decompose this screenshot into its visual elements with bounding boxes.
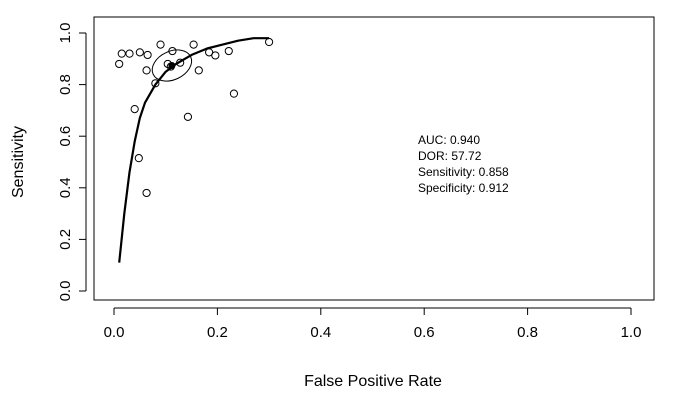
y-tick-label: 1.0: [57, 23, 74, 44]
y-axis: 0.0 0.2 0.4 0.6 0.8 1.0: [57, 23, 87, 302]
study-point: [151, 79, 160, 88]
study-point: [265, 37, 274, 47]
study-point: [135, 48, 144, 57]
x-tick-label: 1.0: [621, 324, 642, 341]
study-point: [189, 40, 198, 49]
sroc-curve-group: [118, 37, 270, 263]
study-point: [168, 46, 177, 56]
x-tick-label: 0.6: [414, 324, 435, 341]
study-point: [125, 49, 134, 58]
y-tick-label: 0.0: [57, 281, 74, 302]
study-point: [117, 49, 126, 58]
study-point: [134, 154, 143, 163]
study-points-group: [115, 37, 274, 198]
study-point: [166, 62, 175, 71]
study-point: [156, 40, 165, 49]
y-tick-label: 0.8: [57, 74, 74, 95]
sroc-curve: [118, 37, 270, 263]
study-point: [224, 46, 233, 56]
study-point: [176, 58, 185, 67]
study-point: [130, 105, 139, 114]
annotation-line: DOR: 57.72: [418, 149, 482, 163]
study-point: [229, 89, 239, 98]
y-axis-label: Sensitivity: [10, 126, 27, 198]
y-tick-label: 0.6: [57, 126, 74, 147]
annotation-line: Specificity: 0.912: [418, 181, 509, 195]
y-tick-label: 0.4: [57, 177, 74, 198]
study-point: [143, 50, 152, 60]
x-tick-label: 0.2: [207, 324, 228, 341]
study-point: [115, 59, 124, 69]
x-tick-label: 0.4: [310, 324, 331, 341]
annotation-line: Sensitivity: 0.858: [418, 165, 509, 179]
study-point: [211, 51, 220, 60]
study-point: [142, 188, 151, 198]
annotation-line: AUC: 0.940: [418, 133, 480, 147]
plot-frame: [93, 16, 655, 301]
confidence-ellipse: [151, 49, 193, 82]
study-point: [142, 66, 151, 75]
x-tick-label: 0.8: [517, 324, 538, 341]
x-axis: 0.0 0.2 0.4 0.6 0.8 1.0: [104, 307, 642, 341]
x-tick-label: 0.0: [104, 324, 125, 341]
y-tick-label: 0.2: [57, 229, 74, 250]
confidence-region-group: [151, 49, 193, 82]
annotation-block: AUC: 0.940 DOR: 57.72 Sensitivity: 0.858 Sp…: [418, 133, 509, 195]
study-point: [183, 112, 193, 121]
x-axis-label: False Positive Rate: [304, 373, 442, 390]
study-point: [194, 66, 203, 75]
